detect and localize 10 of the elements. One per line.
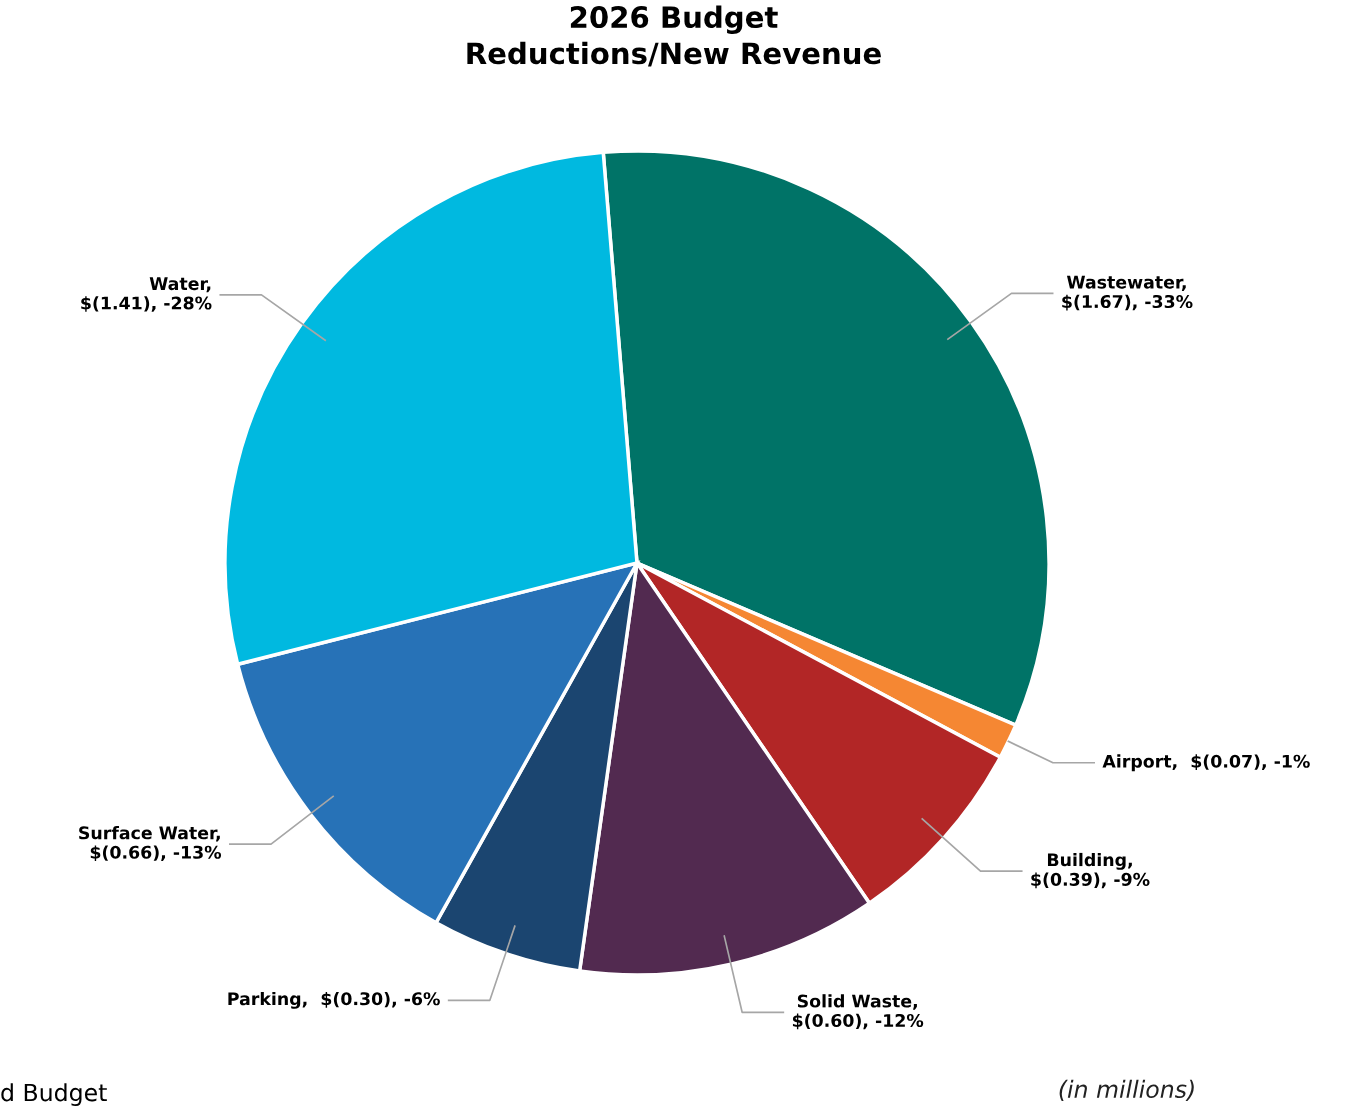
text: d Budget [1, 1083, 107, 1106]
slice-label: Surface Water, $(0.66), -13% [79, 825, 222, 862]
slice-label: Parking, $(0.30), -6% [228, 991, 440, 1009]
chart-title: 2026 Budget Reductions/New Revenue [467, 5, 881, 67]
slice-label: Airport, $(0.07), -1% [1102, 754, 1310, 772]
slice-label: Solid Waste, $(0.60), -12% [792, 994, 924, 1030]
slice-label: Wastewater, $(1.67), -33% [1062, 275, 1193, 311]
text: (in millions) [1059, 1079, 1194, 1101]
slice-label: Building, $(0.39), -9% [1031, 852, 1150, 889]
slice-label: Water, $(1.41), -28% [81, 277, 212, 312]
